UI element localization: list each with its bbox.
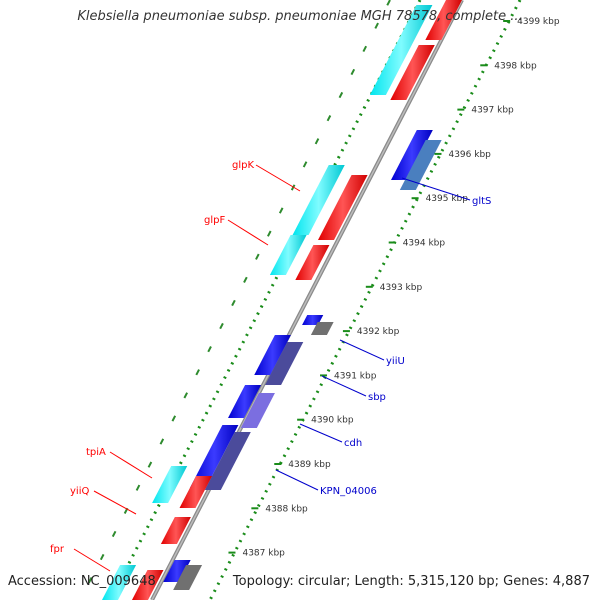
gene-forward-fpr [101, 565, 137, 600]
gc-track-inner [79, 0, 391, 600]
cds-forward-fpr [131, 570, 164, 600]
gene-forward-glpF [269, 235, 307, 275]
leader-line [255, 164, 301, 192]
right-label-track: gltS yiiU sbp cdh KPN_04006 [275, 177, 491, 497]
cds-reverse-sbp [254, 335, 291, 375]
gene-label-tpiA: tpiA [86, 447, 106, 458]
cds-reverse-1 [390, 130, 433, 180]
genome-backbone-inner [151, 0, 463, 600]
gene-label-glpF: glpF [204, 215, 225, 226]
gene-reverse-gltS [399, 140, 442, 190]
tick-label: 4392 kbp [357, 327, 400, 337]
tick-label: 4391 kbp [334, 371, 377, 381]
tick-label: 4397 kbp [471, 106, 514, 116]
leader-line [401, 177, 471, 201]
gene-reverse-sbp [265, 342, 304, 385]
tick-label: 4393 kbp [380, 283, 423, 293]
leader-line [321, 375, 367, 397]
cds-forward-3 [390, 45, 435, 100]
leader-line [275, 469, 319, 491]
gene-label-gltS: gltS [472, 196, 491, 207]
tick-label: 4387 kbp [242, 549, 285, 559]
topology-summary: Topology: circular; Length: 5,315,120 bp… [232, 574, 590, 589]
tick-label: 4390 kbp [311, 416, 354, 426]
tick-track: 4399 kbp 4398 kbp 4397 kbp 4396 kbp 4395 kbp… [228, 17, 560, 559]
gene-label-yiiQ: yiiQ [70, 486, 89, 497]
feature-track [101, 0, 462, 600]
left-label-track: glpK glpF tpiA yiiQ fpr [50, 160, 301, 572]
leader-line [93, 490, 137, 515]
leader-line [227, 219, 269, 246]
cds-forward-1 [369, 5, 433, 95]
gene-forward-tpiA [152, 466, 188, 503]
cds-forward-yiiQ [160, 517, 191, 544]
gene-reverse-bottom [173, 565, 203, 590]
gene-label-cdh: cdh [344, 438, 362, 449]
gene-reverse-KPN_04006 [204, 432, 251, 490]
gene-forward-glpK [292, 165, 345, 235]
accession-text: Accession: NC_009648 [8, 574, 156, 589]
cds-forward-glpK [317, 175, 368, 240]
leader-line [299, 423, 343, 443]
gene-label-fpr: fpr [50, 544, 65, 555]
gene-reverse-cdh [240, 393, 275, 428]
cds-forward-2 [425, 0, 462, 40]
gene-reverse-yiiU [310, 322, 334, 335]
tick-label: 4396 kbp [448, 150, 491, 160]
gene-label-sbp: sbp [368, 392, 386, 403]
tick-label: 4394 kbp [403, 239, 446, 249]
leader-line [73, 548, 111, 572]
cds-forward-tpiA [179, 476, 213, 508]
cds-reverse-KPN_04006 [189, 425, 239, 488]
gc-track-outer-left [108, 0, 422, 600]
tick-label: 4398 kbp [494, 61, 537, 71]
gene-label-KPN_04006: KPN_04006 [320, 486, 377, 497]
leader-line [339, 339, 385, 361]
leader-line [109, 451, 153, 479]
tick-label: 4389 kbp [288, 460, 331, 470]
tick-label: 4399 kbp [517, 17, 560, 27]
cds-reverse-cdh [228, 385, 262, 418]
tick-label: 4395 kbp [426, 194, 469, 204]
cds-reverse-1-bottom [163, 560, 191, 582]
gene-label-yiiU: yiiU [386, 356, 405, 367]
cds-forward-glpF [295, 245, 330, 280]
gc-track-outer-right [208, 0, 522, 600]
gene-label-glpK: glpK [232, 160, 254, 171]
tick-label: 4388 kbp [265, 504, 308, 514]
